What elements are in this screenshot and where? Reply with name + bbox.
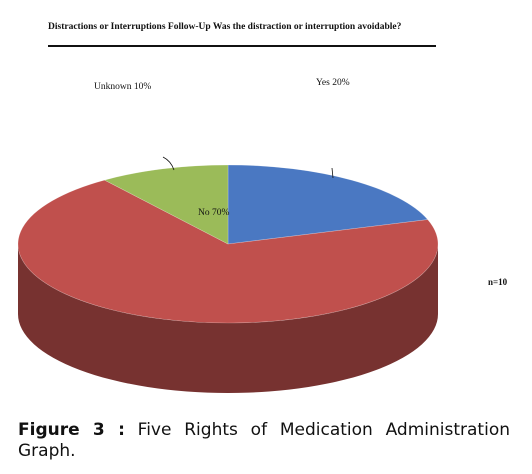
title-underline: [48, 45, 436, 47]
slice-label-no: No 70%: [198, 208, 229, 218]
figure-caption: Figure 3 : Five Rights of Medication Adm…: [18, 420, 510, 462]
pie-side-walls: [18, 244, 438, 393]
pie-slice-unknown: [103, 164, 229, 245]
pie-slice-no: [17, 179, 439, 324]
pie-slice-yes: [227, 164, 429, 245]
chart-title: Distractions or Interruptions Follow-Up …: [48, 22, 402, 32]
pie-side-no: [18, 244, 438, 393]
slice-label-unknown: Unknown 10%: [94, 82, 151, 92]
figure-caption-text: Five Rights of Medication Administration…: [18, 420, 510, 461]
leader-line-yes: [331, 167, 334, 179]
pie-root: [17, 156, 439, 393]
sample-size-label: n=10: [488, 277, 508, 287]
leader-line-unknown: [162, 156, 175, 171]
slice-label-yes: Yes 20%: [316, 78, 350, 88]
figure-label: Figure 3 :: [18, 420, 125, 440]
